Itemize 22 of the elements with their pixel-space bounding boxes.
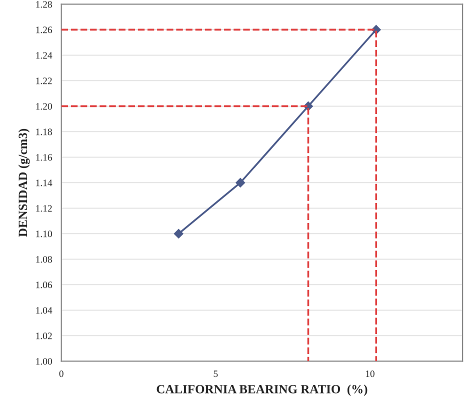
y-tick-label: 1.10 (36, 230, 52, 238)
y-tick-label: 1.20 (36, 103, 52, 110)
y-tick-label: 1.16 (36, 154, 52, 161)
x-tick-label: 10 (366, 370, 374, 378)
y-tick-label: 1.00 (36, 358, 52, 365)
x-axis-title: CALIFORNIA BEARING RATIO (%) (156, 384, 368, 396)
y-axis-title: DENSIDAD (g/cm3) (18, 128, 30, 237)
y-tick-label: 1.18 (36, 128, 52, 136)
point (236, 178, 245, 188)
y-tick-label: 1.26 (36, 26, 52, 34)
point (174, 229, 184, 238)
y-tick-label: 1.22 (36, 78, 52, 84)
x-tick-label: 0 (59, 370, 64, 378)
y-tick-label: 1.04 (36, 307, 52, 314)
y-tick-label: 1.14 (36, 180, 52, 186)
y-tick-label: 1.08 (36, 256, 52, 263)
y-tick-label: 1.12 (36, 205, 52, 212)
y-tick-label: 1.06 (36, 282, 52, 288)
y-tick-label: 1.28 (36, 1, 52, 8)
y-tick-label: 1.02 (36, 332, 52, 340)
x-tick-label: 5 (214, 370, 218, 378)
y-tick-label: 1.24 (36, 52, 52, 59)
